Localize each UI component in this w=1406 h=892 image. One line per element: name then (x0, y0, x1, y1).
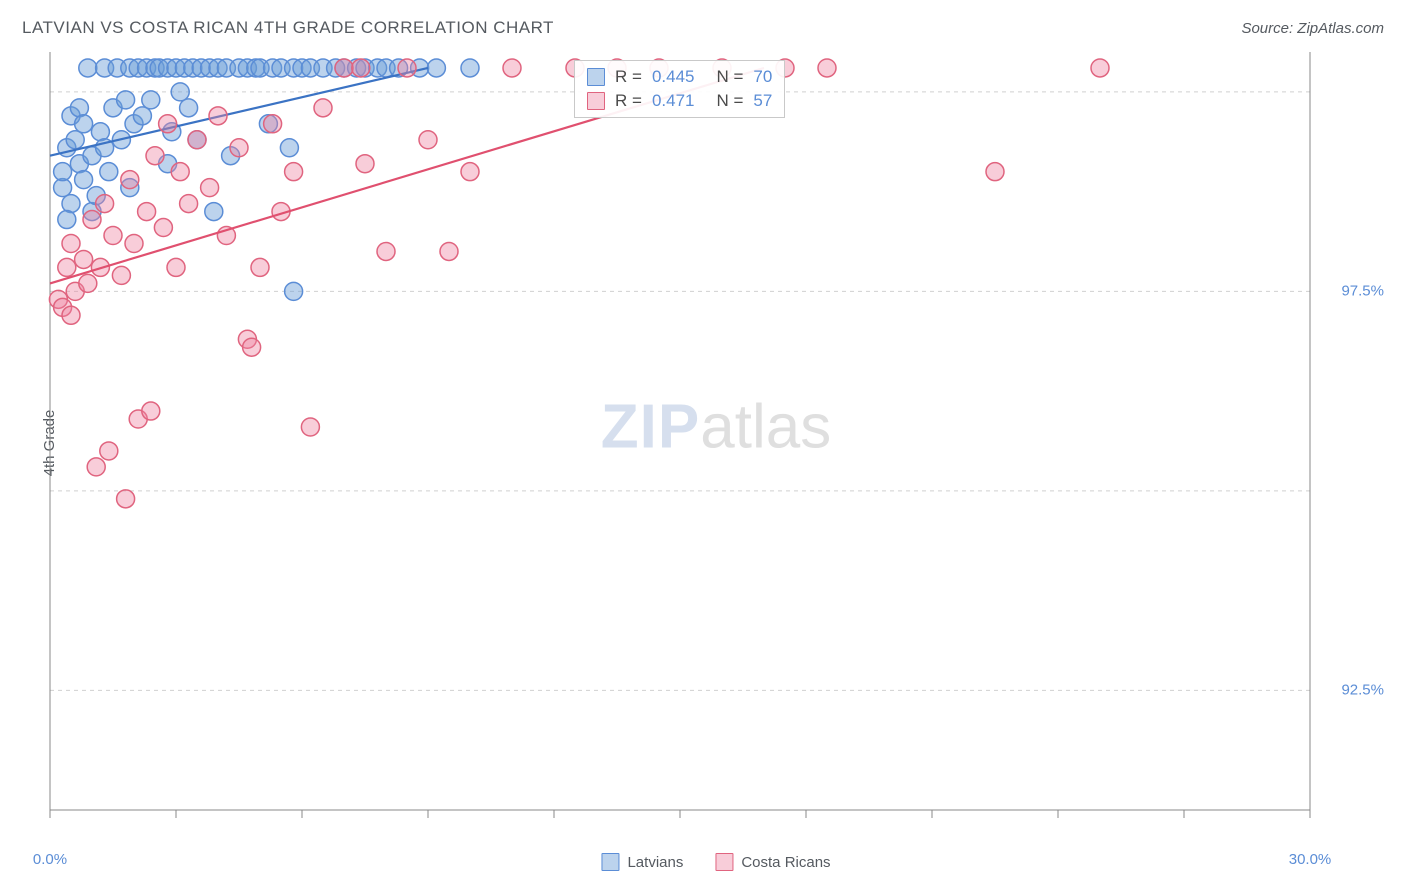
chart-area: 4th Grade ZIPatlas R = 0.445N = 70R = 0.… (44, 48, 1388, 838)
x-tick-label: 30.0% (1289, 851, 1332, 868)
legend-label: Costa Ricans (741, 854, 830, 871)
correlation-row: R = 0.445N = 70 (587, 65, 772, 89)
correlation-row: R = 0.471N = 57 (587, 89, 772, 113)
source-link[interactable]: Source: ZipAtlas.com (1241, 20, 1384, 37)
y-tick-label: 97.5% (1341, 283, 1384, 300)
legend-item: Costa Ricans (715, 853, 830, 871)
chart-header: LATVIAN VS COSTA RICAN 4TH GRADE CORRELA… (0, 0, 1406, 48)
legend-swatch (587, 68, 605, 86)
correlation-legend: R = 0.445N = 70R = 0.471N = 57 (574, 60, 785, 118)
series-legend: Latvians Costa Ricans (601, 853, 830, 871)
legend-item: Latvians (601, 853, 683, 871)
legend-label: Latvians (627, 854, 683, 871)
legend-swatch (715, 853, 733, 871)
legend-swatch (601, 853, 619, 871)
y-tick-label: 92.5% (1341, 682, 1384, 699)
chart-title: LATVIAN VS COSTA RICAN 4TH GRADE CORRELA… (22, 18, 554, 38)
legend-swatch (587, 92, 605, 110)
scatter-plot (44, 48, 1388, 838)
x-tick-label: 0.0% (33, 851, 67, 868)
